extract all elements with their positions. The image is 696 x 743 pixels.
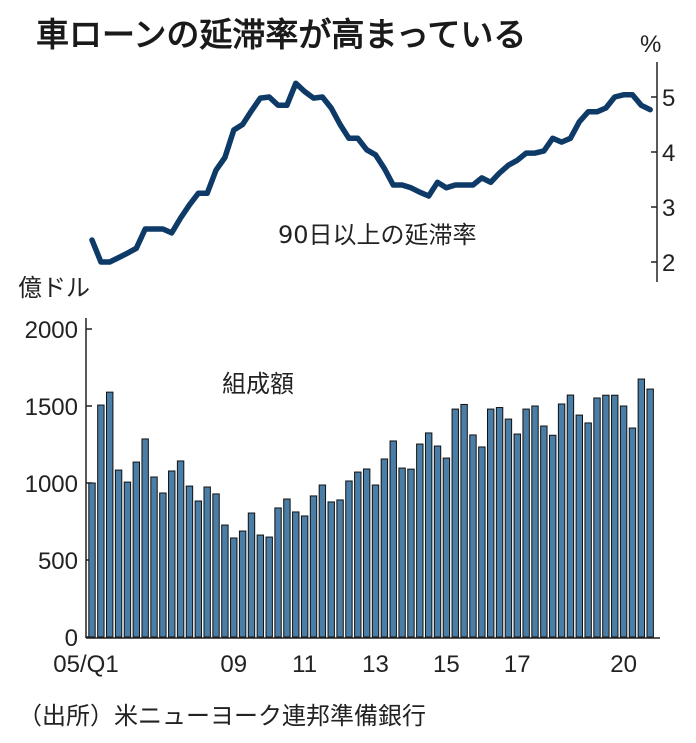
bar [114, 469, 123, 638]
bar [362, 468, 371, 638]
bar [637, 378, 646, 638]
bar [495, 407, 504, 638]
bar [309, 495, 318, 638]
bar [522, 408, 530, 638]
bar [380, 458, 389, 638]
bar [433, 445, 442, 638]
bar [318, 484, 327, 638]
bar [203, 486, 211, 638]
bar-x-tick-label: 11 [292, 651, 317, 678]
bar-y-tick-label: 2000 [25, 317, 78, 344]
bar-x-tick-label: 05/Q1 [53, 651, 118, 678]
bar-y-unit: 億ドル [18, 275, 90, 302]
bar [194, 500, 203, 638]
bar [442, 457, 451, 638]
bar [132, 461, 141, 638]
bar [478, 446, 486, 638]
bar [469, 434, 477, 638]
delinquency-line-chart: % 2 3 4 5 90日以上の延滞率 [89, 31, 675, 282]
bar [88, 482, 96, 638]
bar [168, 470, 176, 638]
bar [619, 405, 628, 638]
bar [451, 408, 459, 638]
bar [584, 422, 592, 638]
bar [566, 394, 575, 638]
line-y-tick-label: 3 [662, 195, 675, 222]
bar [221, 524, 229, 638]
bar [185, 485, 194, 638]
delinquency-line [89, 80, 653, 265]
bar [159, 492, 167, 638]
bar [336, 499, 344, 638]
bar-y-tick-label: 1500 [25, 394, 78, 421]
bar [416, 443, 424, 638]
bar [628, 427, 637, 638]
bar-y-tick-label: 1000 [25, 471, 78, 498]
bar [611, 394, 619, 638]
bar [274, 507, 282, 638]
bar [557, 403, 566, 638]
bar [106, 391, 114, 638]
bar-y-tick-label: 500 [38, 548, 78, 575]
bar [593, 397, 601, 638]
origination-bar-chart: 億ドル 0 500 1000 1500 2000 05/Q1 09 11 13 15 17 20 組… [18, 275, 660, 678]
bar-series-label: 組成額 [222, 370, 294, 398]
source-note: （出所）米ニューヨーク連邦準備銀行 [18, 702, 426, 730]
line-y-unit: % [640, 31, 661, 58]
bar-x-tick-label: 09 [220, 651, 247, 678]
bar [345, 480, 353, 638]
bar [247, 512, 256, 638]
line-y-tick-label: 2 [662, 250, 675, 277]
bar [407, 468, 415, 638]
bar [371, 484, 380, 638]
bar [238, 530, 247, 638]
bar [354, 471, 362, 638]
bar-x-tick-label: 20 [610, 651, 637, 678]
bar [460, 403, 468, 638]
bar [176, 460, 185, 638]
bar [389, 440, 397, 638]
chart-title: 車ローンの延滞率が高まっている [36, 15, 526, 54]
bar [283, 498, 291, 638]
bar-x-tick-label: 13 [362, 651, 389, 678]
bar [504, 418, 513, 638]
bar [487, 408, 495, 638]
bar-y-tick-label: 0 [65, 625, 78, 652]
bar [424, 432, 433, 638]
bar [212, 493, 220, 638]
bar [513, 433, 521, 638]
bar [327, 501, 335, 638]
bar [540, 425, 548, 638]
bar [97, 404, 105, 638]
line-series-label: 90日以上の延滞率 [278, 221, 477, 249]
line-y-tick-label: 4 [662, 140, 675, 167]
bar [292, 511, 300, 638]
bar [230, 537, 238, 638]
bar [150, 476, 158, 638]
bar [256, 534, 265, 638]
bar [123, 481, 132, 638]
bar-x-tick-label: 17 [504, 651, 531, 678]
line-y-tick-label: 5 [662, 85, 675, 112]
bar [531, 405, 539, 638]
bar [265, 536, 273, 638]
bar [549, 434, 557, 638]
bar-x-tick-label: 15 [433, 651, 460, 678]
bar [141, 438, 149, 638]
bar [398, 467, 406, 638]
bar [646, 388, 654, 638]
bar [575, 414, 583, 638]
bar [300, 515, 309, 638]
bar [602, 394, 610, 638]
